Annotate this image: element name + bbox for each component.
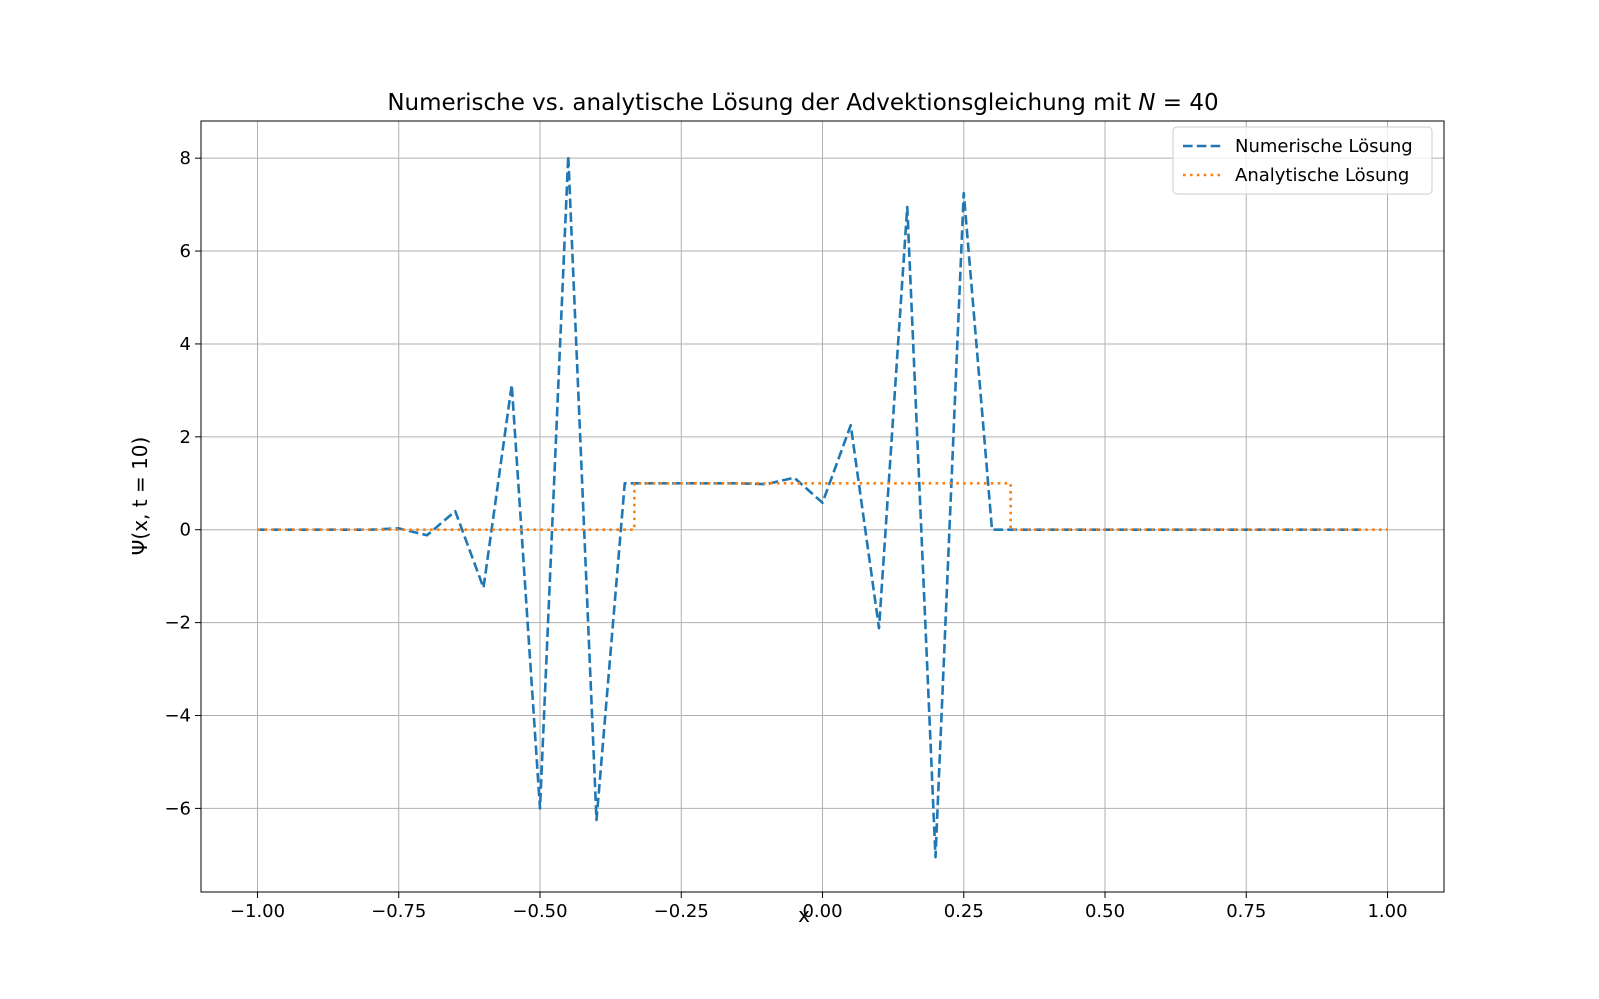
y-tick-label: −6 xyxy=(164,798,191,819)
x-tick-label: 0.50 xyxy=(1085,901,1125,922)
y-tick-label: 8 xyxy=(180,148,191,169)
y-tick-label: −2 xyxy=(164,613,191,634)
legend-label-analytisch: Analytische Lösung xyxy=(1235,165,1409,186)
x-tick-label: 0.75 xyxy=(1226,901,1266,922)
x-tick-label: −1.00 xyxy=(230,901,285,922)
y-tick-label: 6 xyxy=(180,241,191,262)
legend: Numerische Lösung Analytische Lösung xyxy=(1172,126,1433,195)
x-tick-label: −0.75 xyxy=(371,901,426,922)
y-tick-label: 2 xyxy=(180,427,191,448)
series-layer xyxy=(257,154,1388,859)
x-axis-label: x xyxy=(798,903,810,927)
x-tick-label: 0.25 xyxy=(944,901,984,922)
x-tick-label: −0.25 xyxy=(654,901,709,922)
x-tick-label: 1.00 xyxy=(1367,901,1407,922)
y-tick-label: 4 xyxy=(180,334,191,355)
y-tick-label: −4 xyxy=(164,706,191,727)
series-numerische-loesung xyxy=(257,154,1360,859)
chart-title: Numerische vs. analytische Lösung der Ad… xyxy=(387,90,1218,116)
x-tick-label: −0.50 xyxy=(512,901,567,922)
y-tick-label: 0 xyxy=(180,520,191,541)
x-tick-label: 0.00 xyxy=(802,901,842,922)
legend-label-numerisch: Numerische Lösung xyxy=(1235,136,1413,157)
axis-ticks: −1.00 −0.75 −0.50 −0.25 0.00 0.25 0.50 0.75 1.00… xyxy=(164,148,1407,922)
y-axis-label: Ψ(x, t = 10) xyxy=(128,437,152,556)
legend-frame xyxy=(1172,126,1433,195)
grid xyxy=(201,121,1444,892)
